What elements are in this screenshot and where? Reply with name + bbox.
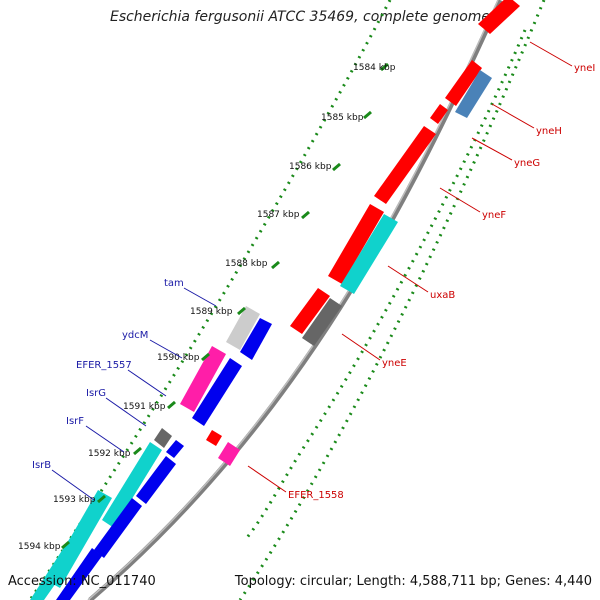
gene-lower-1[interactable] — [30, 538, 82, 600]
reverse-strand-genes — [30, 306, 272, 600]
gene-uxaB-cyan[interactable] — [340, 214, 398, 294]
gene-yneH[interactable] — [445, 60, 482, 106]
tick-labels: 1584 kbp 1585 kbp 1586 kbp 1587 kbp 1588… — [18, 63, 396, 552]
gene-IsrB-blue[interactable] — [94, 498, 142, 558]
gene-label[interactable]: IsrG — [86, 388, 106, 399]
forward-label-leaders — [247, 41, 573, 493]
tick-label: 1592 kbp — [88, 449, 131, 459]
gene-EFER_1558[interactable] — [206, 430, 222, 446]
gene-EFER_1558-magenta[interactable] — [218, 442, 240, 466]
gene-label[interactable]: IsrF — [66, 416, 84, 427]
tick-label: 1590 kbp — [157, 353, 200, 363]
forward-strand-genes — [206, 0, 520, 466]
gene-IsrF[interactable] — [102, 442, 162, 528]
gene-yneE-gray[interactable] — [302, 298, 342, 346]
gene-label[interactable]: yneG — [514, 158, 540, 169]
gene-label[interactable]: yneF — [482, 210, 506, 221]
reverse-label-leaders — [51, 287, 217, 501]
gene-yneE[interactable] — [290, 288, 330, 334]
gene-label[interactable]: tam — [164, 278, 184, 289]
gc-track-inner — [28, 0, 392, 600]
tick-label: 1591 kbp — [123, 402, 166, 412]
gene-tam-blue[interactable] — [240, 318, 272, 360]
tick-label: 1584 kbp — [353, 63, 396, 73]
gene-label[interactable]: IsrB — [32, 460, 51, 471]
gene-yneH-pseudo[interactable] — [455, 70, 492, 118]
gene-label[interactable]: yneE — [382, 358, 407, 369]
gene-label[interactable]: EFER_1557 — [76, 360, 132, 371]
tick-label: 1594 kbp — [18, 542, 61, 552]
tick-label: 1586 kbp — [289, 162, 332, 172]
tick-marks — [61, 62, 389, 550]
gene-uxaB[interactable] — [328, 204, 384, 284]
gene-EFER_1557[interactable] — [154, 428, 172, 448]
tick-label: 1593 kbp — [53, 495, 96, 505]
gene-IsrG[interactable] — [166, 440, 184, 458]
gene-tam[interactable] — [226, 306, 260, 350]
gene-yneI[interactable] — [478, 0, 520, 34]
gene-IsrF-blue[interactable] — [136, 456, 176, 504]
tick-label: 1589 kbp — [190, 307, 233, 317]
forward-gene-labels: yneI yneH yneG yneF uxaB yneE EFER_1558 — [288, 63, 595, 501]
gene-label[interactable]: ydcM — [122, 330, 148, 341]
tick-label: 1588 kbp — [225, 259, 268, 269]
gene-label[interactable]: EFER_1558 — [288, 490, 344, 501]
genome-summary-text: Topology: circular; Length: 4,588,711 bp… — [234, 574, 592, 589]
accession-text: Accession: NC_011740 — [8, 574, 156, 589]
map-title: Escherichia fergusonii ATCC 35469, compl… — [109, 9, 491, 25]
reverse-gene-labels: tam ydcM EFER_1557 IsrG IsrF IsrB — [32, 278, 184, 471]
gene-lower-2[interactable] — [56, 548, 102, 600]
gene-yneF[interactable] — [374, 126, 436, 204]
tick-label: 1587 kbp — [257, 210, 300, 220]
gene-label[interactable]: yneH — [536, 126, 562, 137]
gene-yneG[interactable] — [430, 104, 448, 124]
gene-label[interactable]: yneI — [574, 63, 595, 74]
gc-track-outer — [238, 0, 546, 600]
gene-ydcM-blue[interactable] — [192, 358, 242, 426]
gene-label[interactable]: uxaB — [430, 290, 455, 301]
gene-ydcM[interactable] — [180, 346, 226, 412]
tick-label: 1585 kbp — [321, 113, 364, 123]
gc-track-right — [243, 29, 527, 541]
